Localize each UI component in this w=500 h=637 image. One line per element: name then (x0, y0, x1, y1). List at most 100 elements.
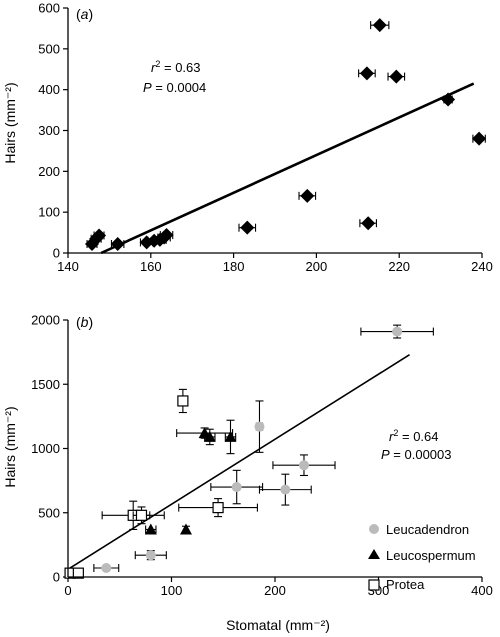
data-point (258, 473, 312, 506)
legend-marker-protea (368, 579, 380, 591)
legend-marker-leucadendron (369, 524, 379, 534)
panel-b-points (64, 324, 434, 579)
data-point-diamond (159, 228, 174, 243)
panel-b-trendline (67, 354, 410, 570)
data-point (359, 216, 377, 231)
panel-b-x-axis-title: Stomatal (mm⁻²) (226, 617, 330, 633)
x-tick-label: 140 (57, 259, 79, 274)
data-point-circle (280, 484, 291, 495)
data-point (210, 469, 264, 505)
data-point-triangle (203, 430, 216, 442)
series-protea (64, 388, 258, 579)
data-point (272, 454, 336, 477)
x-tick-label: 100 (161, 583, 183, 598)
panel-b-y-axis-title: Hairs (mm⁻²) (2, 406, 18, 487)
data-point-square (72, 567, 84, 579)
data-point (72, 567, 84, 579)
y-tick-label: 2000 (31, 313, 60, 328)
x-tick-label: 180 (223, 259, 245, 274)
data-point-diamond (361, 216, 376, 231)
panel-b-p-value: P = 0.00003 (381, 447, 452, 462)
legend: Leucadendron Leucospermum Protea (368, 522, 476, 592)
x-tick-label: 200 (264, 583, 286, 598)
panel-b: (b) r2 = 0.64 P = 0.00003 Hairs (mm⁻²) S… (2, 313, 493, 634)
data-point (134, 550, 167, 561)
data-point (238, 220, 257, 235)
data-point-diamond (389, 69, 404, 84)
data-point (254, 400, 265, 453)
y-tick-label: 200 (38, 164, 60, 179)
data-point-square (212, 502, 224, 514)
y-tick-label: 500 (38, 505, 60, 520)
legend-marker-leucospermum (368, 549, 380, 559)
panel-a-p-value: P = 0.0004 (143, 80, 206, 95)
series-leucospermum (144, 419, 237, 535)
data-point-diamond (240, 220, 255, 235)
data-point-circle (231, 482, 242, 493)
y-tick-label: 100 (38, 205, 60, 220)
panel-a-trendline-group (100, 82, 475, 255)
legend-label-leucospermum: Leucospermum (386, 548, 476, 563)
data-point-square (135, 509, 148, 521)
data-point-diamond (372, 18, 387, 33)
data-point (144, 523, 157, 535)
y-tick-label: 1500 (31, 377, 60, 392)
panel-b-r2: r2 = 0.64 (389, 428, 439, 444)
panel-a-trendline (100, 82, 475, 255)
series-leucadendron (93, 324, 434, 574)
data-point-square (177, 395, 189, 407)
panel-a: (a) r2 = 0.63 P = 0.0004 Hairs (mm⁻²) 14… (2, 1, 493, 275)
x-tick-label: 0 (64, 583, 71, 598)
x-tick-label: 400 (471, 583, 493, 598)
panel-a-y-axis-title: Hairs (mm⁻²) (2, 82, 18, 163)
data-point (179, 523, 192, 535)
panel-a-points (85, 18, 487, 252)
x-tick-label: 240 (471, 259, 493, 274)
y-tick-label: 300 (38, 123, 60, 138)
legend-label-protea: Protea (386, 577, 425, 592)
data-point (298, 188, 317, 203)
data-point (387, 69, 406, 84)
data-point-diamond (359, 66, 374, 81)
y-tick-label: 500 (38, 41, 60, 56)
data-point (360, 324, 434, 339)
y-tick-label: 0 (53, 246, 60, 261)
data-point (159, 228, 174, 243)
data-point-circle (254, 421, 265, 432)
data-point-diamond (92, 228, 107, 243)
data-point-diamond (441, 92, 456, 107)
data-point (110, 237, 125, 252)
panel-a-ticks: 140 160 180 200 220 240 0 100 200 300 400 500 600 (38, 1, 493, 275)
panel-a-label: (a) (76, 6, 93, 22)
data-point-diamond (472, 131, 487, 146)
data-point (370, 18, 390, 33)
panel-a-axes (67, 8, 482, 254)
data-point-triangle (224, 430, 237, 442)
x-tick-label: 200 (306, 259, 328, 274)
y-tick-label: 400 (38, 82, 60, 97)
data-point-diamond (300, 188, 315, 203)
data-point (92, 228, 107, 243)
panel-b-axes (67, 320, 482, 578)
data-point (178, 498, 258, 518)
data-point-circle (392, 326, 403, 337)
y-tick-label: 0 (53, 570, 60, 585)
data-point (224, 419, 237, 455)
x-tick-label: 160 (140, 259, 162, 274)
data-point (472, 131, 487, 146)
data-point (93, 563, 120, 574)
data-point (177, 388, 189, 414)
data-point (358, 66, 376, 81)
legend-label-leucadendron: Leucadendron (386, 522, 469, 537)
data-point-circle (298, 460, 309, 471)
data-point-circle (101, 563, 112, 574)
panel-a-r2: r2 = 0.63 (151, 59, 201, 75)
x-tick-label: 220 (388, 259, 410, 274)
data-point-triangle (179, 523, 192, 535)
y-tick-label: 1000 (31, 441, 60, 456)
data-point (203, 428, 216, 446)
data-point (441, 92, 456, 107)
y-tick-label: 600 (38, 1, 60, 16)
data-point-diamond (110, 237, 125, 252)
